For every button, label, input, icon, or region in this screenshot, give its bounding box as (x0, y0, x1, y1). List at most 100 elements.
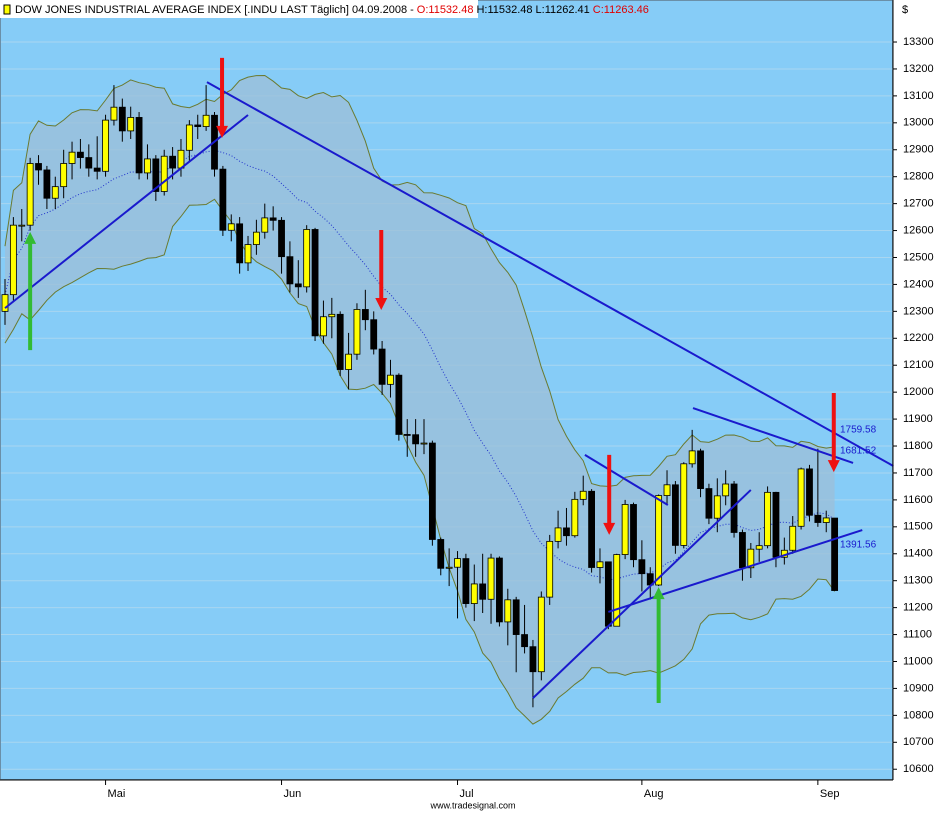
y-tick-label: 13200 (903, 63, 934, 75)
header-part: O:11532.48 (417, 4, 474, 16)
annotation: 1759.58 (840, 425, 877, 436)
candle-body (102, 119, 109, 172)
candle-body (831, 517, 839, 591)
y-tick-label: 10900 (903, 682, 934, 694)
y-tick-label: 13300 (903, 36, 934, 48)
y-tick-label: 12100 (903, 359, 934, 371)
candle-body (504, 599, 512, 623)
candle-body (51, 186, 59, 199)
candle-body (328, 313, 336, 318)
candle-body (755, 545, 763, 550)
candle-body (194, 124, 202, 127)
candle-body (303, 229, 311, 288)
y-tick-label: 10600 (903, 763, 934, 775)
x-tick-label: Mai (108, 788, 126, 800)
candle-body (378, 348, 386, 385)
y-tick-label: 11200 (903, 602, 933, 614)
candle-body (604, 561, 612, 627)
trend-line (584, 454, 669, 506)
y-tick-label: 11900 (903, 413, 933, 425)
candle-body (814, 514, 822, 523)
candle-body (261, 217, 269, 233)
candle-body (680, 463, 688, 546)
candle-body (479, 583, 487, 600)
candle-body (554, 527, 562, 542)
candle-body (822, 517, 830, 523)
y-tick-label: 12500 (903, 251, 934, 263)
candle-body (395, 374, 403, 435)
arrow-head (827, 460, 840, 473)
candle-body (169, 155, 177, 169)
moving-average (4, 149, 835, 581)
candle-body (521, 634, 528, 648)
candle-body (412, 434, 420, 445)
candle-body (688, 450, 696, 465)
candle-body (185, 124, 193, 151)
arrow-head (652, 587, 665, 600)
candle-body (403, 434, 411, 436)
header-part: L:11262.41 (536, 4, 590, 16)
candle-body (68, 151, 76, 164)
y-tick-label: 10700 (903, 736, 934, 748)
candle-body (655, 495, 663, 586)
candle-body (127, 117, 135, 132)
header-part: DOW JONES INDUSTRIAL AVERAGE INDEX [.IND… (15, 4, 414, 16)
candle-body (789, 525, 797, 551)
candle-body (613, 554, 621, 627)
overlay: 1759.58 1681.52 1391.56 (4, 57, 894, 703)
y-tick-label: 12300 (903, 305, 934, 317)
candle-body (1, 294, 9, 312)
y-tick-label: 12600 (903, 224, 934, 236)
candle-body (85, 157, 93, 169)
candle-body (428, 442, 436, 540)
candle-body (496, 557, 503, 623)
bollinger-bands (4, 74, 836, 725)
y-tick-label: 12900 (903, 144, 934, 156)
candles (1, 85, 839, 708)
candle-body (546, 540, 554, 598)
candle-body (202, 114, 210, 127)
arrow-head (603, 522, 616, 535)
header-part: H:11532.48 (476, 4, 532, 16)
candle-body (797, 468, 805, 527)
y-tick-label: 12800 (903, 171, 934, 183)
candle-body (420, 442, 428, 445)
candle-body (705, 488, 713, 519)
candle-body (345, 353, 352, 370)
x-tick-label: Jun (284, 788, 302, 800)
candle-body (60, 163, 68, 188)
candle-body (470, 583, 478, 604)
candle-body (387, 374, 394, 385)
candle-body (35, 163, 42, 171)
y-tick-label: 10800 (903, 709, 934, 721)
candle-body (370, 319, 378, 350)
candle-body (311, 229, 319, 337)
candle-body (43, 169, 51, 199)
candle-body (588, 490, 595, 568)
candle-body (160, 155, 168, 192)
annotation: 1681.52 (840, 446, 877, 457)
x-tick-label: Sep (820, 788, 840, 800)
header-part: C:11263.46 (593, 4, 649, 16)
candle-body (437, 539, 445, 569)
trend-line (532, 489, 752, 699)
footer: www.tradesignal.com (429, 800, 515, 810)
trend-line (4, 114, 249, 309)
candle-body (118, 106, 126, 132)
candle-body (227, 223, 235, 231)
y-tick-label: 13100 (903, 90, 934, 102)
band-lower (4, 198, 836, 725)
y-tick-label: 12000 (903, 386, 934, 398)
candle-body (672, 484, 679, 546)
candle-body (630, 504, 637, 561)
candle-body (77, 151, 84, 158)
candle-body (278, 219, 285, 258)
y-tick-label: 11100 (903, 628, 932, 640)
candle-body (747, 548, 755, 569)
candle-body (336, 313, 344, 370)
candle-body (579, 490, 587, 500)
candle-body (269, 217, 277, 221)
candle-body (219, 168, 227, 231)
band-upper (4, 74, 835, 487)
arrow-head (216, 125, 229, 138)
